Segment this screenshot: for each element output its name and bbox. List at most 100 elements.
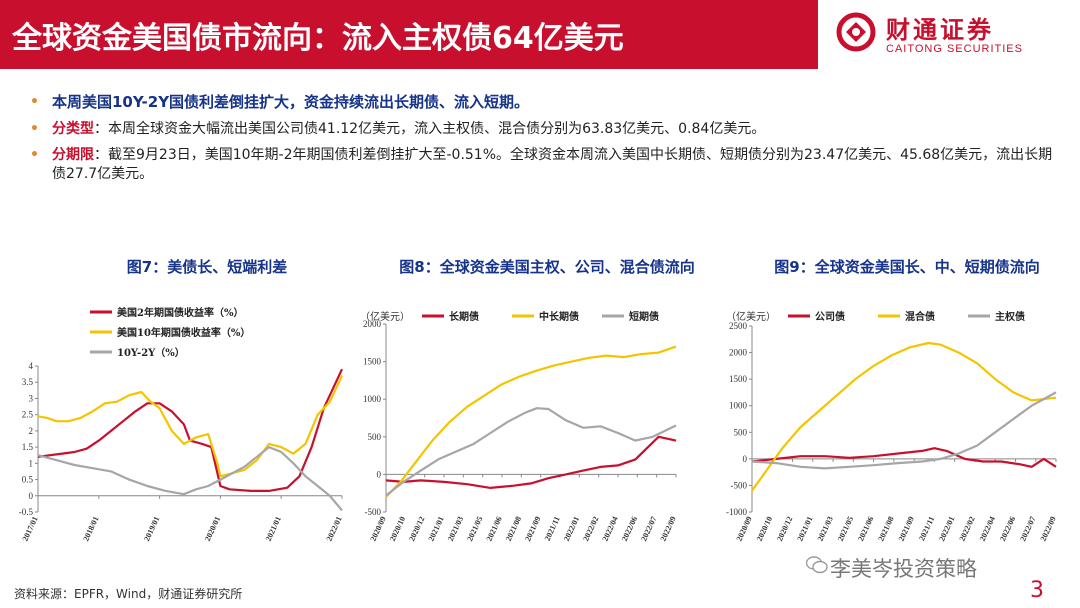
- series-line-yellow: [385, 345, 677, 498]
- x-tick-label: 2022/04: [978, 515, 997, 543]
- y-tick-label: 1500: [363, 357, 382, 367]
- chart-7: -0.5 0 0.5 1 1.5 2 2.5 3 3.5 4 2017/01 2018/01 2019/…: [8, 296, 348, 558]
- chart-title-8: 图8：全球资金美国主权、公司、混合债流向: [399, 258, 695, 276]
- y-tick-label: 2: [29, 426, 34, 436]
- x-tick-label: 2017/01: [21, 515, 40, 543]
- y-tick-label: -1000: [726, 507, 747, 517]
- x-tick-label: 2022/01: [562, 515, 581, 543]
- bullet-dot-icon: •: [30, 147, 39, 163]
- x-tick-label: 2021/11: [917, 515, 936, 542]
- y-tick-label: 2500: [729, 321, 748, 331]
- x-tick-label: 2022/07: [1018, 515, 1037, 543]
- logo-text-cn: 财通证券: [886, 16, 994, 44]
- unit-label: （亿美元）: [726, 310, 776, 323]
- chart-9: -1000 -500 0 500 1000 1500 2000 2500 2020/09 2020…: [724, 296, 1070, 558]
- y-tick-label: 1.5: [22, 442, 34, 452]
- x-tick-label: 2022/07: [639, 515, 658, 543]
- x-tick-label: 2021/01: [427, 515, 446, 543]
- legend-label: 主权债: [995, 310, 1025, 323]
- x-tick-label: 2020/09: [369, 515, 388, 543]
- x-tick-label: 2022/06: [998, 515, 1017, 543]
- y-tick-label: 0: [743, 454, 748, 464]
- series-line-gray: [385, 407, 677, 497]
- legend-label: 长期债: [449, 310, 479, 323]
- y-tick-label: 500: [368, 432, 382, 442]
- x-tick-label: 2020/10: [755, 515, 774, 543]
- legend-label: 短期债: [629, 310, 659, 323]
- legend-label: 美国2年期国债收益率（%）: [117, 306, 243, 319]
- bullet-list: • 本周美国10Y-2Y国债利差倒挂扩大，资金持续流出长期债、流入短期。 • 分…: [30, 93, 1060, 191]
- x-tick-label: 2021/06: [485, 515, 504, 543]
- x-tick-label: 2021/03: [816, 515, 835, 543]
- x-tick-label: 2020/12: [407, 515, 426, 543]
- series-line-gray: [751, 391, 1057, 470]
- x-tick-label: 2021/09: [523, 515, 542, 543]
- page-number: 3: [1030, 578, 1044, 603]
- y-tick-label: 2000: [363, 319, 382, 329]
- bullet-text: ：本周全球资金大幅流出美国公司债41.12亿美元，流入主权债、混合债分别为63.…: [94, 121, 766, 137]
- x-tick-label: 2021/08: [504, 515, 523, 543]
- y-tick-label: 0: [377, 469, 382, 479]
- x-tick-label: 2021/01: [264, 515, 283, 543]
- watermark: 李美岑投资策略: [830, 557, 977, 581]
- page-title: 全球资金美国债市流向：流入主权债64亿美元: [12, 21, 624, 56]
- chart-7-svg: -0.5 0 0.5 1 1.5 2 2.5 3 3.5 4 2017/01 2018/01 2019/…: [19, 306, 344, 543]
- series-line-gray: [37, 446, 343, 512]
- y-tick-label: -500: [731, 480, 748, 490]
- series-line-yellow: [751, 341, 1057, 492]
- bullet-label: 分类型: [52, 121, 94, 137]
- series-line-red: [37, 368, 343, 492]
- y-tick-label: 500: [734, 427, 748, 437]
- x-tick-label: 2022/09: [659, 515, 678, 543]
- legend-label: 混合债: [905, 310, 935, 323]
- y-tick-label: 1500: [729, 374, 748, 384]
- logo-text-en: CAITONG SECURITIES: [886, 43, 1023, 55]
- x-tick-label: 2021/05: [836, 515, 855, 543]
- y-tick-label: 2000: [729, 348, 748, 358]
- series-line-red: [751, 447, 1057, 468]
- bullet-by-term: • 分期限：截至9月23日，美国10年期-2年期国债利差倒挂扩大至-0.51%。…: [30, 146, 1060, 184]
- x-tick-label: 2021/09: [897, 515, 916, 543]
- y-tick-label: 4: [29, 361, 34, 371]
- x-tick-label: 2022/09: [1039, 515, 1058, 543]
- chart-title-9: 图9：全球资金美国长、中、短期债流向: [774, 258, 1040, 276]
- x-tick-label: 2019/01: [142, 515, 161, 543]
- x-tick-label: 2022/01: [325, 515, 344, 543]
- y-tick-label: 1000: [363, 394, 382, 404]
- chart-8-svg: -500 0 500 1000 1500 2000 2020/09 2020/10 2020/1…: [360, 310, 678, 543]
- x-tick-label: 2021/06: [856, 515, 875, 543]
- y-tick-label: 2.5: [22, 410, 34, 420]
- x-tick-label: 2018/01: [81, 515, 100, 543]
- bullet-summary: • 本周美国10Y-2Y国债利差倒挂扩大，资金持续流出长期债、流入短期。: [30, 93, 1060, 113]
- x-tick-label: 2022/04: [601, 515, 620, 543]
- x-tick-label: 2020/09: [735, 515, 754, 543]
- x-tick-label: 2021/11: [543, 515, 562, 542]
- y-tick-label: 1000: [729, 401, 748, 411]
- y-tick-label: -0.5: [19, 507, 34, 517]
- chart-title-7: 图7：美债长、短端利差: [126, 258, 288, 276]
- legend-label: 公司债: [815, 310, 845, 323]
- chart-8: -500 0 500 1000 1500 2000 2020/09 2020/10 2020/1…: [358, 296, 698, 558]
- wechat-icon: [806, 556, 828, 574]
- logo: 财通证券 CAITONG SECURITIES: [818, 0, 1080, 69]
- bullet-label: 分期限: [52, 147, 94, 163]
- unit-label: （亿美元）: [360, 310, 410, 323]
- x-tick-label: 2020/10: [388, 515, 407, 543]
- source-note: 资料来源：EPFR，Wind，财通证券研究所: [14, 587, 243, 601]
- series-line-yellow: [37, 375, 343, 478]
- y-tick-label: -500: [365, 507, 382, 517]
- x-tick-label: 2022/06: [620, 515, 639, 543]
- x-tick-label: 2020/01: [203, 515, 222, 543]
- bullet-text: ：截至9月23日，美国10年期-2年期国债利差倒挂扩大至-0.51%。全球资金本…: [52, 147, 1053, 182]
- y-tick-label: 3: [29, 393, 34, 403]
- legend-label: 中长期债: [539, 310, 579, 323]
- y-tick-label: 0: [29, 491, 34, 501]
- caitong-logo-icon: [836, 12, 876, 52]
- legend-label: 10Y-2Y（%）: [117, 346, 185, 359]
- y-tick-label: 3.5: [22, 377, 34, 387]
- chart-9-svg: -1000 -500 0 500 1000 1500 2000 2500 2020/09 2020…: [726, 310, 1058, 543]
- x-tick-label: 2021/08: [876, 515, 895, 543]
- y-tick-label: 1: [29, 458, 34, 468]
- bullet-dot-icon: •: [30, 94, 39, 110]
- x-tick-label: 2021/05: [465, 515, 484, 543]
